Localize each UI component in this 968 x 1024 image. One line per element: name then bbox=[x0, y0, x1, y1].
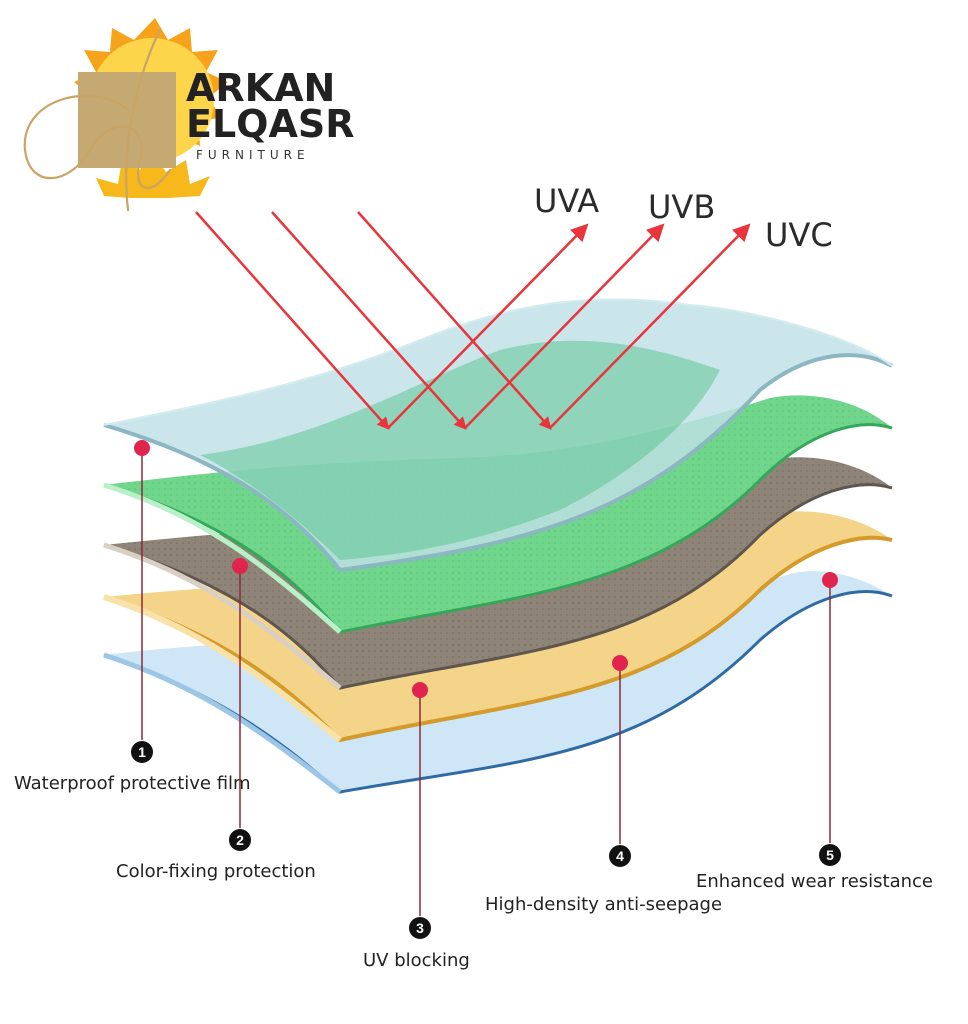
callout-5: 5 Enhanced wear resistance bbox=[696, 572, 933, 892]
signature-mark bbox=[23, 28, 172, 212]
layer-label-2: Color-fixing protection bbox=[116, 861, 316, 882]
callout-1: 1 Waterproof protective film bbox=[14, 440, 251, 794]
marker-dot-3 bbox=[412, 682, 428, 698]
number-badge-5-text: 5 bbox=[826, 847, 834, 863]
number-badge-2 bbox=[229, 829, 251, 851]
marker-dot-4 bbox=[612, 655, 628, 671]
ray-uva bbox=[195, 211, 589, 430]
ray-label-uvc: UVC bbox=[765, 216, 833, 254]
brand-name-line1: ARKAN bbox=[186, 66, 335, 110]
layer-label-3: UV blocking bbox=[363, 950, 470, 971]
number-badge-1-text: 1 bbox=[138, 744, 146, 760]
uv-rays: UVA UVB UVC bbox=[195, 182, 833, 430]
ray-uvb bbox=[271, 211, 665, 430]
number-badge-3 bbox=[409, 917, 431, 939]
marker-dot-5 bbox=[822, 572, 838, 588]
ray-label-uva: UVA bbox=[534, 182, 599, 220]
callout-3: 3 UV blocking bbox=[363, 682, 470, 971]
ray-uvc bbox=[357, 211, 751, 430]
callout-4: 4 High-density anti-seepage bbox=[485, 655, 722, 915]
number-badge-5 bbox=[819, 844, 841, 866]
brand-logo: ARKAN ELQASR FURNITURE bbox=[23, 18, 355, 212]
number-badge-3-text: 3 bbox=[416, 920, 424, 936]
number-badge-1 bbox=[131, 741, 153, 763]
layer-1-waterproof-film bbox=[103, 298, 893, 573]
marker-dot-2 bbox=[232, 558, 248, 574]
marker-dot-1 bbox=[134, 440, 150, 456]
layer-label-5: Enhanced wear resistance bbox=[696, 871, 933, 892]
layer-label-4: High-density anti-seepage bbox=[485, 894, 722, 915]
number-badge-2-text: 2 bbox=[236, 832, 244, 848]
layer-label-1: Waterproof protective film bbox=[14, 773, 251, 794]
number-badge-4-text: 4 bbox=[616, 848, 624, 864]
number-badge-4 bbox=[609, 845, 631, 867]
brand-tagline: FURNITURE bbox=[196, 148, 310, 162]
ray-label-uvb: UVB bbox=[648, 188, 715, 226]
callout-2: 2 Color-fixing protection bbox=[116, 558, 316, 882]
brand-name-line2: ELQASR bbox=[186, 102, 355, 146]
